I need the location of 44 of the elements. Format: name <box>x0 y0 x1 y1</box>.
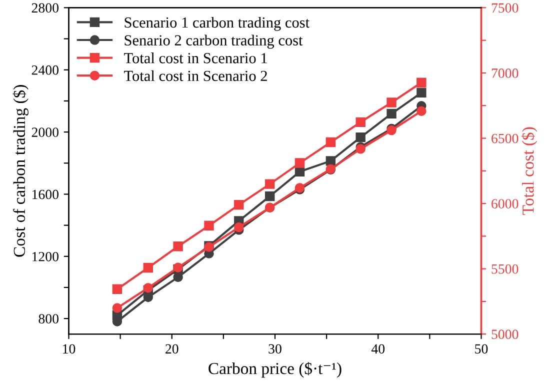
legend-label: Total cost in Scenario 1 <box>124 52 267 64</box>
legend-label: Senario 2 carbon trading cost <box>124 34 303 49</box>
y-tick-label: 1600 <box>32 190 58 200</box>
legend-label: Total cost in Scenario 2 <box>124 70 267 82</box>
point <box>386 98 396 108</box>
y-axis-title: Cost of carbon trading ($) <box>12 85 28 257</box>
point <box>386 108 396 119</box>
y-tick-label: 2800 <box>32 3 58 13</box>
x-tick-label: 50 <box>475 344 488 354</box>
point <box>326 137 336 148</box>
x-tick-label: 10 <box>63 344 76 354</box>
legend-label: Scenario 1 carbon trading cost <box>124 16 310 31</box>
x-tick-label: 30 <box>268 344 282 354</box>
point <box>416 106 426 116</box>
y2-axis-title: Total cost ($) <box>522 127 538 215</box>
y2-tick-label: 6000 <box>492 199 518 208</box>
point <box>264 179 275 189</box>
y-tick-label: 1200 <box>32 252 58 262</box>
point <box>234 200 244 210</box>
point <box>326 156 336 166</box>
point <box>173 241 183 252</box>
point <box>294 158 305 168</box>
point <box>264 191 275 202</box>
point <box>112 284 122 294</box>
y2-tick-label: 5500 <box>492 264 518 274</box>
point <box>234 222 244 232</box>
y2-tick-label: 6500 <box>492 134 518 144</box>
point <box>416 88 426 98</box>
x-axis-title: Carbon price ($·t⁻¹) <box>208 362 342 378</box>
y-tick-label: 2000 <box>32 128 58 137</box>
y-tick-label: 800 <box>38 314 58 324</box>
point <box>143 262 154 273</box>
y2-tick-label: 7500 <box>492 3 518 13</box>
point <box>204 220 214 230</box>
y-tick-label: 2400 <box>32 65 58 75</box>
point <box>112 303 122 313</box>
point <box>143 283 154 293</box>
y2-tick-label: 7000 <box>492 68 518 78</box>
x-tick-label: 20 <box>166 344 178 354</box>
point <box>356 132 366 142</box>
point <box>416 78 426 88</box>
y2-tick-label: 5000 <box>492 330 518 340</box>
x-tick-label: 40 <box>371 344 385 354</box>
point <box>356 117 366 128</box>
